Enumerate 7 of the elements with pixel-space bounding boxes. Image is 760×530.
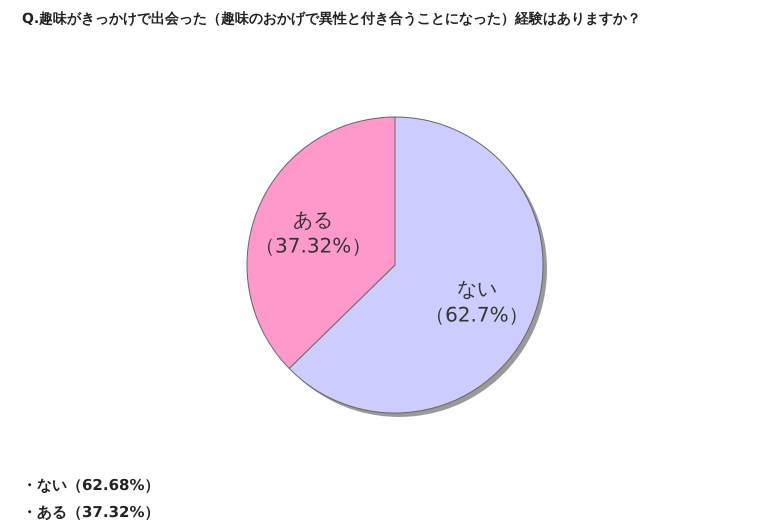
slice-label: ない: [456, 276, 497, 300]
slice-label: ある: [293, 208, 334, 232]
text: ・ない（62.68%）: [22, 476, 160, 494]
data-label: （62.7%）: [425, 302, 529, 326]
text: ・ある（37.32%）: [22, 503, 160, 521]
data-label: （37.32%）: [255, 234, 372, 258]
chart-title: Q.趣味がきっかけで出会った（趣味のおかげで異性と付き合うことになった）経験はありますか？: [22, 10, 642, 29]
